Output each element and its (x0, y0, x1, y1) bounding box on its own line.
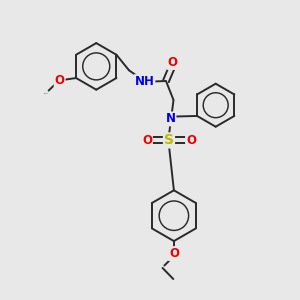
Text: O: O (169, 247, 179, 260)
Text: O: O (168, 56, 178, 69)
Text: O: O (142, 134, 152, 147)
Text: methyl: methyl (44, 92, 49, 94)
Text: O: O (55, 74, 65, 87)
Text: S: S (164, 134, 174, 147)
Text: NH: NH (135, 75, 155, 88)
Text: N: N (166, 112, 176, 125)
Text: O: O (186, 134, 196, 147)
